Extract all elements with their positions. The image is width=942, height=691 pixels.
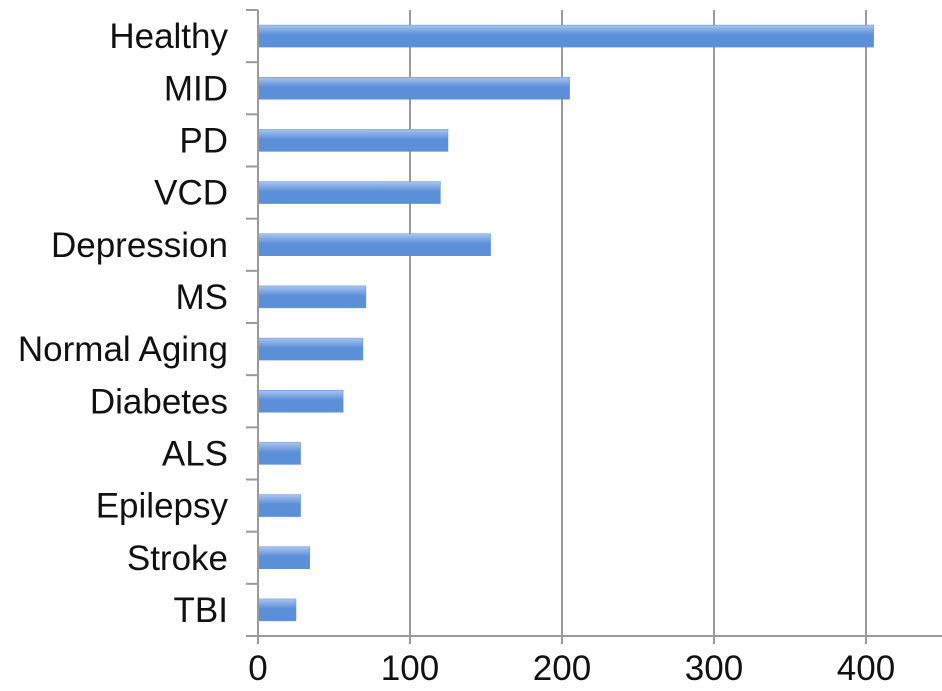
- x-tick-label: 0: [248, 649, 267, 688]
- category-label: Healthy: [109, 17, 228, 56]
- bar-stroke: [257, 546, 310, 569]
- category-label: Stroke: [127, 539, 228, 578]
- bar-pd: [257, 129, 449, 152]
- x-tick-label: 300: [685, 649, 743, 688]
- bar-mid: [257, 77, 570, 100]
- bar-als: [257, 442, 301, 465]
- bar-ms: [257, 285, 367, 309]
- bar-vcd: [257, 181, 441, 204]
- bars: [257, 24, 874, 622]
- category-label: TBI: [174, 591, 228, 630]
- category-label: VCD: [154, 174, 228, 213]
- bar-healthy: [257, 24, 874, 48]
- category-labels: Healthy MID PD VCD Depression MS Normal Aging D…: [18, 17, 229, 630]
- x-tick-label: 400: [837, 649, 895, 688]
- category-label: PD: [179, 121, 228, 160]
- x-tick-labels: 0 100 200 300 400: [248, 649, 895, 688]
- bar-normal-aging: [257, 337, 364, 361]
- category-label: Normal Aging: [18, 330, 228, 369]
- category-label: MID: [164, 69, 228, 108]
- axes: [246, 9, 942, 644]
- bar-depression: [257, 233, 491, 256]
- category-label: MS: [176, 278, 229, 317]
- bar-diabetes: [257, 390, 344, 413]
- x-tick-label: 100: [381, 649, 439, 688]
- bar-tbi: [257, 598, 297, 622]
- category-label: Epilepsy: [96, 487, 229, 526]
- gridlines: [409, 10, 867, 636]
- x-tick-label: 200: [533, 649, 591, 688]
- category-label: ALS: [162, 434, 228, 473]
- bar-epilepsy: [257, 494, 301, 517]
- category-label: Depression: [51, 226, 228, 265]
- category-label: Diabetes: [90, 382, 228, 421]
